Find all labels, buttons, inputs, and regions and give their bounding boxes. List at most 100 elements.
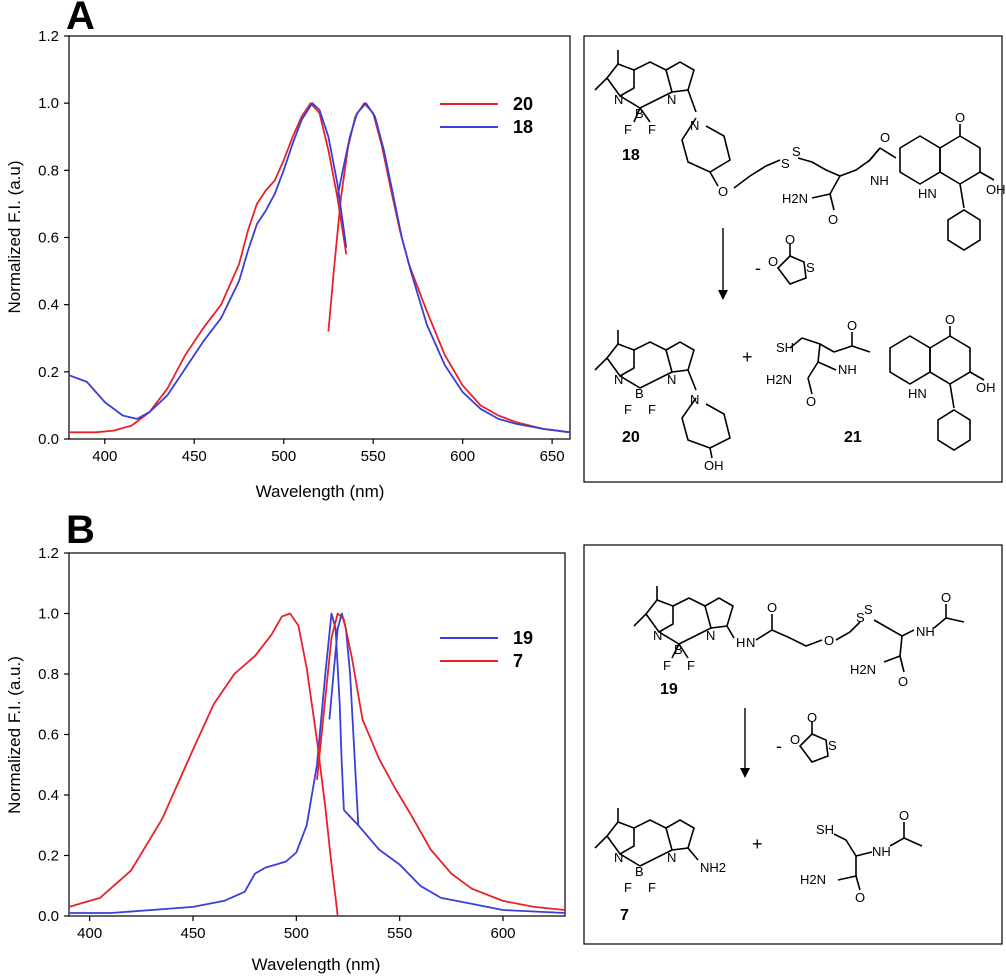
- bodipy-core-20: [594, 330, 731, 459]
- atom-o-21c: O: [945, 312, 955, 327]
- atom-n-18a: N: [614, 92, 623, 107]
- atom-n-19b: N: [706, 628, 715, 643]
- atom-nh-cys: NH: [872, 844, 891, 859]
- legend-label-7: 7: [513, 651, 523, 671]
- scheme-b-frame: [583, 544, 1003, 945]
- atom-o-18a: O: [718, 184, 728, 199]
- reaction-arrowhead-a: [718, 290, 728, 300]
- chart-a-ytick-label-2: 0.4: [38, 297, 59, 314]
- oxathiolanone-b: [798, 722, 829, 763]
- chart-b-xlabel: Wavelength (nm): [252, 955, 381, 974]
- panel-letter-a: A: [66, 0, 95, 38]
- atom-s-byprod-a: S: [806, 260, 815, 275]
- bodipy-core-18: [594, 50, 697, 123]
- chart-b-ytick-label-0: 0.0: [38, 908, 59, 925]
- chart-b-series-19-segment-0: [69, 612, 345, 914]
- chart-b-ytick-label-1: 0.2: [38, 848, 59, 865]
- atom-o-19b: O: [824, 633, 834, 648]
- atom-nh-19a: H: [736, 635, 745, 650]
- chart-a-series-18-segment-1: [336, 102, 571, 434]
- compound-label-21: 21: [844, 429, 862, 446]
- atom-o-byprod-b1: O: [807, 710, 817, 725]
- chart-b-xtick-label-0: 400: [77, 925, 102, 942]
- atom-oh-21: OH: [976, 380, 996, 395]
- chart-a-ytick-label-5: 1.0: [38, 95, 59, 112]
- plus-sign-b: +: [752, 834, 763, 854]
- legend-label-20: 20: [513, 94, 533, 114]
- compound-label-7: 7: [620, 907, 629, 924]
- atom-o-18b: O: [828, 212, 838, 227]
- atom-o-19d: O: [941, 590, 951, 605]
- atom-f-7a: F: [624, 880, 632, 895]
- atom-n-20b: N: [667, 372, 676, 387]
- atom-f-18b: F: [648, 122, 656, 137]
- bodipy-core-7: [594, 808, 699, 867]
- chart-b-series-7-segment-0: [68, 612, 339, 917]
- atom-s-18a: S: [781, 156, 790, 171]
- atom-h2n-18: H2N: [782, 191, 808, 206]
- chart-a-ytick-label-1: 0.2: [38, 364, 59, 381]
- chart-b-ytick-label-4: 0.8: [38, 666, 59, 683]
- chart-b-xtick-label-1: 450: [180, 925, 205, 942]
- atom-h2n-19: H2N: [850, 662, 876, 677]
- atom-o-21a: O: [806, 394, 816, 409]
- chart-a-series-20-segment-0: [69, 102, 348, 434]
- quinolone-18: [899, 124, 995, 251]
- chart-a-xtick-label-0: 400: [92, 448, 117, 465]
- atom-o-18d: O: [955, 110, 965, 125]
- chart-a-ytick-label-6: 1.2: [38, 28, 59, 45]
- atom-o-byprod-a2: O: [768, 254, 778, 269]
- chart-b-series-7-segment-1: [316, 612, 566, 911]
- atom-h2n-21: H2N: [766, 372, 792, 387]
- chart-b-legend: 19 7: [440, 628, 533, 671]
- chart-a: 400 450 500 550 600 6500.00.20.40.60.81.01.2 …: [5, 28, 571, 501]
- chart-a-xtick-label-3: 550: [361, 448, 386, 465]
- scheme-a-frame: [583, 35, 1003, 483]
- chart-a-legend: 20 18: [440, 94, 533, 137]
- chart-b-ytick-label-3: 0.6: [38, 727, 59, 744]
- chart-a-ytick-label-4: 0.8: [38, 162, 59, 179]
- atom-n-20c: N: [690, 392, 699, 407]
- atom-h2n-cys: H2N: [800, 872, 826, 887]
- atom-f-19a: F: [663, 658, 671, 673]
- atom-f-20b: F: [648, 402, 656, 417]
- minus-sign-b: -: [776, 736, 782, 756]
- atom-nh2-7: NH2: [700, 860, 726, 875]
- atom-f-7b: F: [648, 880, 656, 895]
- chart-b-ytick-label-6: 1.2: [38, 545, 59, 562]
- chart-b-xtick-label-2: 500: [284, 925, 309, 942]
- chart-a-ylabel: Normalized F.I. (a.u): [5, 160, 24, 313]
- scheme-a: N B N F F 18 N O S S H2N O NH O: [583, 35, 1006, 483]
- atom-hn-18: HN: [918, 186, 937, 201]
- compound-label-20: 20: [622, 429, 640, 446]
- atom-s-19a: S: [856, 610, 865, 625]
- atom-o-byprod-b2: O: [790, 732, 800, 747]
- atom-n-19a: N: [653, 628, 662, 643]
- chart-a-xtick-label-5: 650: [540, 448, 565, 465]
- atom-n-18b: N: [667, 92, 676, 107]
- atom-b-19: B: [674, 642, 683, 657]
- panel-letter-b: B: [66, 508, 95, 552]
- atom-n-18c: N: [690, 118, 699, 133]
- atom-nh-18: NH: [870, 173, 889, 188]
- atom-hn-21: HN: [908, 386, 927, 401]
- chart-a-ytick-label-3: 0.6: [38, 230, 59, 247]
- minus-sign-a: -: [755, 258, 761, 278]
- atom-b-20: B: [635, 386, 644, 401]
- atom-sh-21: SH: [776, 340, 794, 355]
- compound-label-19: 19: [660, 681, 678, 698]
- atom-n-7b: N: [667, 850, 676, 865]
- bodipy-core-19: [633, 586, 965, 673]
- atom-sh-cys: SH: [816, 822, 834, 837]
- chart-a-ytick-label-0: 0.0: [38, 431, 59, 448]
- atom-o-cys2: O: [899, 808, 909, 823]
- atom-nh-19b: NH: [916, 624, 935, 639]
- chart-b-xtick-label-3: 550: [387, 925, 412, 942]
- atom-f-19b: F: [687, 658, 695, 673]
- atom-f-18a: F: [624, 122, 632, 137]
- chart-b-ylabel: Normalized F.I. (a.u.): [5, 656, 24, 814]
- plus-sign-a: +: [742, 347, 753, 367]
- atom-b-18: B: [635, 106, 644, 121]
- chart-b-ytick-label-2: 0.4: [38, 787, 59, 804]
- atom-s-19b: S: [864, 602, 873, 617]
